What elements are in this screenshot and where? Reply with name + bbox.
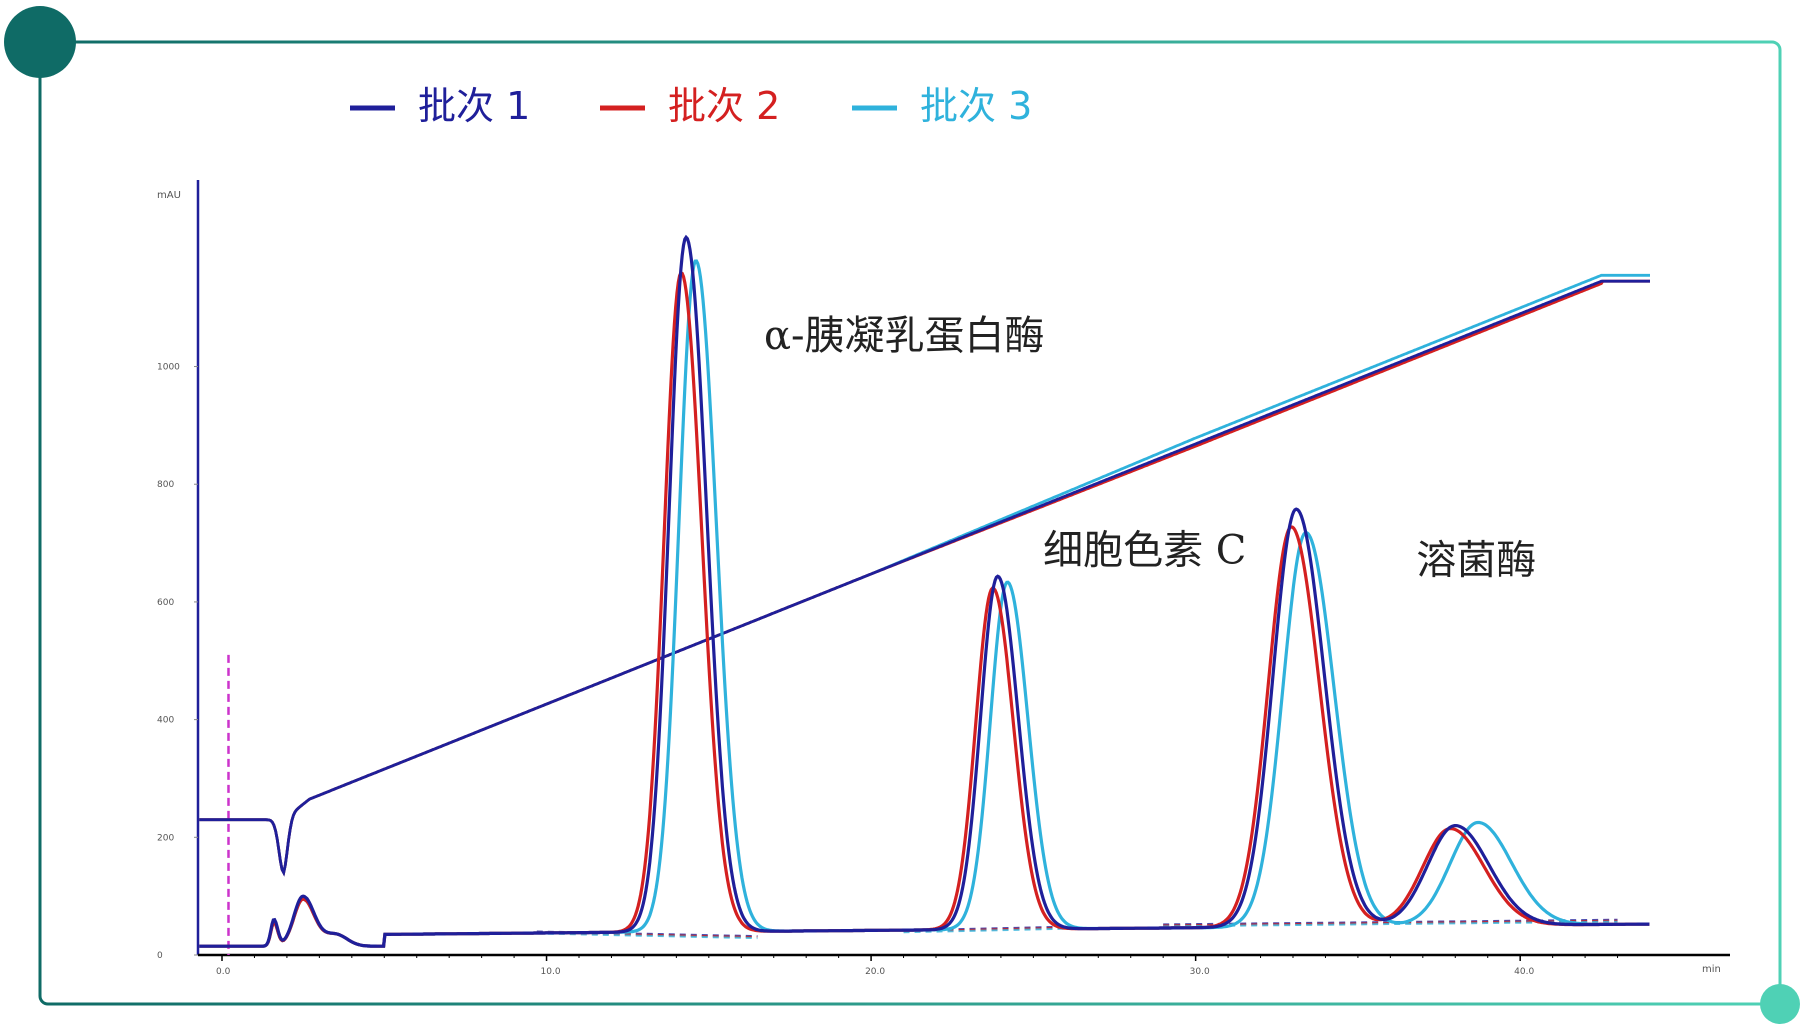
x-tick-label: 20.0 <box>865 967 885 977</box>
chromatogram-trace-series-3 <box>199 259 1650 948</box>
baseline-series-3 <box>903 927 1066 934</box>
x-tick-label: 30.0 <box>1190 967 1210 977</box>
x-axis-unit: min <box>1702 964 1721 975</box>
gradient-curve-series-1 <box>199 279 1650 877</box>
chromatogram-trace-series-2 <box>199 270 1650 948</box>
gradient-curves <box>199 273 1650 877</box>
y-tick-label: 400 <box>157 716 174 726</box>
y-tick-label: 1000 <box>157 363 180 373</box>
y-tick-label: 800 <box>157 480 174 490</box>
x-axis-ticks: 0.0 10.0 20.0 30.0 40.0 <box>216 955 1619 977</box>
y-tick-label: 600 <box>157 598 174 608</box>
frame-corner-dot-light <box>1760 984 1800 1024</box>
y-axis-ticks: 0 200 400 600 800 1000 <box>157 363 198 961</box>
legend-label-series-2: 批次 2 <box>668 84 780 128</box>
decorative-frame <box>4 6 1800 1024</box>
legend-label-series-3: 批次 3 <box>920 84 1032 128</box>
frame-corner-dot-dark <box>4 6 76 78</box>
y-tick-label: 200 <box>157 833 174 843</box>
chromatogram-traces <box>199 234 1650 948</box>
frame-border <box>38 40 1782 1006</box>
peak-annotation-label: 溶菌酶 <box>1416 538 1536 584</box>
legend-label-series-1: 批次 1 <box>418 84 530 128</box>
x-tick-label: 0.0 <box>216 967 231 977</box>
chromatogram-trace-series-1 <box>199 234 1650 948</box>
axes: mAU min <box>157 180 1730 975</box>
peak-annotation-label: α-胰凝乳蛋白酶 <box>764 313 1045 359</box>
x-tick-label: 10.0 <box>541 967 561 977</box>
chart-legend: 批次 1 批次 2 批次 3 <box>350 84 1032 128</box>
y-axis-unit: mAU <box>157 190 181 201</box>
y-tick-label: 0 <box>157 951 163 961</box>
x-tick-label: 40.0 <box>1514 967 1534 977</box>
peak-annotation-label: 细胞色素 C <box>1043 528 1246 574</box>
